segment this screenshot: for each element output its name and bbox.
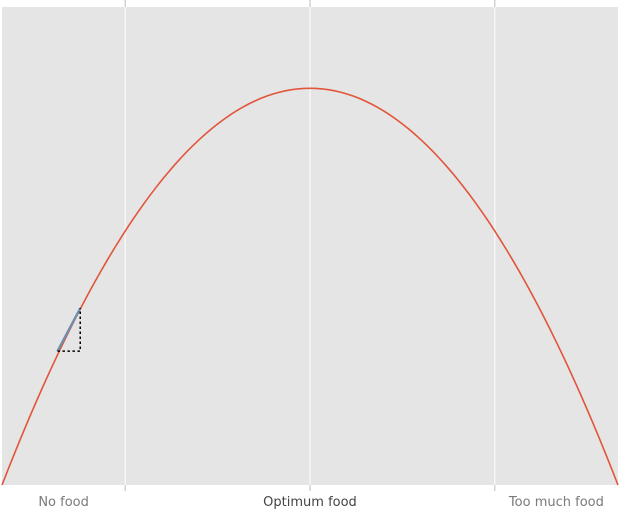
- x-tick-labels: No food Optimum food Too much food: [38, 495, 604, 510]
- slope-triangle: [57, 308, 81, 352]
- x-tick-label-1: Optimum food: [263, 495, 357, 510]
- tangent-segment: [56, 307, 82, 352]
- tick-marks: [124, 0, 496, 491]
- grid-lines: [124, 7, 496, 485]
- series-curve: [1, 87, 619, 486]
- x-tick-label-2: Too much food: [508, 495, 604, 510]
- x-tick-label-0: No food: [38, 495, 89, 510]
